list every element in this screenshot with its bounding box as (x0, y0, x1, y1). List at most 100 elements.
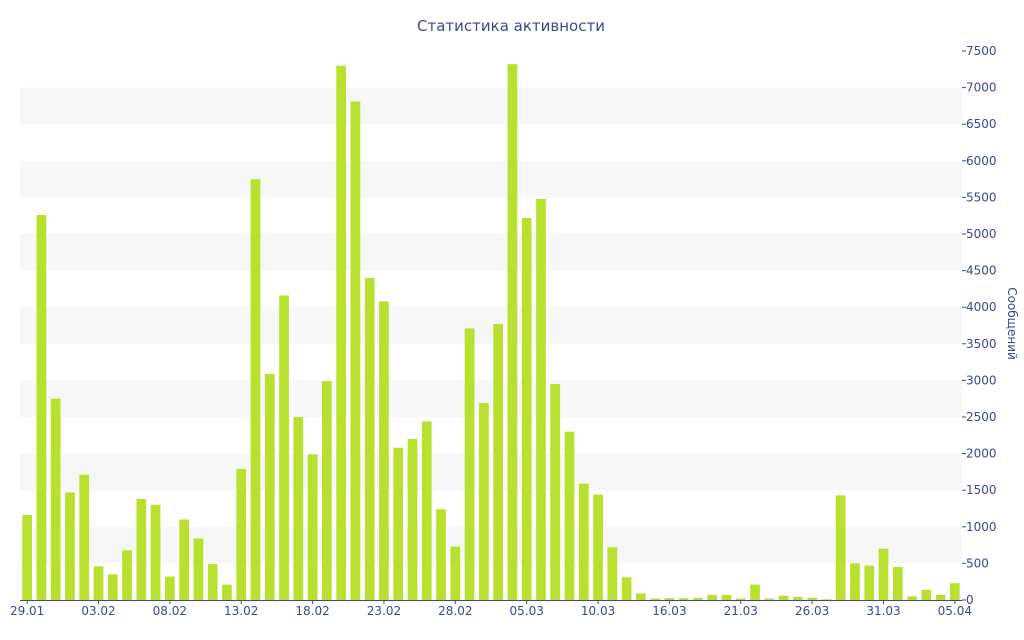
y-tick-label: 2000 (966, 447, 997, 461)
bar (36, 214, 47, 600)
bar (107, 574, 118, 600)
bar (336, 65, 346, 600)
grid-band (20, 234, 962, 271)
y-tick-label: 5500 (966, 190, 997, 204)
bar (864, 565, 875, 600)
x-tick-label: 03.02 (81, 604, 115, 618)
y-axis-ticks: 0 500 1000 1500 2000 2500 3000 3500 4000 4500 5000… (962, 44, 997, 607)
bar (179, 519, 189, 600)
grid-band (20, 453, 962, 491)
bar (65, 492, 75, 600)
bar (664, 598, 675, 600)
bar (921, 589, 932, 600)
x-tick-label: 05.03 (510, 604, 544, 618)
bar (279, 295, 289, 600)
bar (379, 301, 389, 600)
y-tick-label: 6000 (966, 154, 997, 168)
bar (550, 384, 561, 600)
bar (22, 515, 32, 600)
bar (136, 498, 147, 600)
y-tick-label: 0 (966, 593, 974, 607)
bar (707, 594, 718, 600)
bar (764, 598, 775, 600)
bar (607, 547, 618, 600)
bar (450, 546, 461, 600)
bar (950, 583, 960, 600)
y-tick-label: 500 (966, 556, 989, 570)
bar (693, 597, 703, 600)
bar (507, 64, 518, 600)
bar (793, 597, 803, 600)
bar (307, 454, 318, 600)
bar (907, 596, 917, 600)
y-tick-label: 1500 (966, 483, 997, 497)
grid-band (20, 526, 962, 564)
y-tick-label: 7500 (966, 44, 997, 58)
bar (564, 431, 575, 600)
bar (436, 509, 446, 600)
bar (778, 595, 789, 600)
x-tick-label: 31.03 (866, 604, 900, 618)
bar (593, 494, 603, 600)
bar (821, 599, 832, 600)
x-tick-label: 23.02 (367, 604, 401, 618)
grid-band (20, 380, 962, 417)
bar (165, 576, 175, 600)
bar (721, 594, 732, 600)
bar (479, 403, 489, 600)
bar (293, 417, 304, 600)
grid-bands (20, 87, 962, 564)
x-tick-label: 10.03 (581, 604, 615, 618)
bar (835, 495, 846, 600)
y-tick-label: 2500 (966, 410, 997, 424)
x-tick-label: 05.04 (938, 604, 972, 618)
y-tick-label: 4500 (966, 264, 997, 278)
bar (350, 101, 361, 601)
bar (407, 438, 418, 600)
bar (193, 538, 204, 600)
bar (222, 584, 232, 600)
chart-title: Статистика активности (417, 17, 605, 35)
bar (393, 447, 404, 600)
bar (850, 563, 860, 600)
x-tick-label: 28.02 (438, 604, 472, 618)
bar (79, 474, 90, 600)
x-tick-label: 18.02 (295, 604, 329, 618)
bar (236, 468, 247, 600)
bar (678, 598, 689, 600)
bar (807, 597, 817, 600)
bar (93, 566, 104, 600)
grid-band (20, 87, 962, 125)
y-tick-label: 7000 (966, 81, 997, 95)
y-tick-label: 6500 (966, 117, 997, 131)
bar (150, 504, 161, 600)
bars (22, 64, 960, 601)
bar (650, 598, 660, 600)
y-axis-label: Сообщений (1005, 287, 1019, 360)
y-tick-label: 3000 (966, 373, 997, 387)
x-tick-label: 13.02 (224, 604, 258, 618)
bar (122, 550, 132, 600)
bar (421, 421, 432, 600)
x-tick-label: 26.03 (795, 604, 829, 618)
x-tick-label: 29.01 (10, 604, 44, 618)
bar (322, 381, 332, 600)
bar (935, 594, 946, 600)
y-tick-label: 4000 (966, 300, 997, 314)
bar (364, 277, 375, 600)
bar (536, 198, 546, 600)
grid-band (20, 160, 962, 198)
y-tick-label: 1000 (966, 520, 997, 534)
bar (50, 398, 61, 600)
x-axis-ticks: 29.01 03.02 08.02 13.02 18.02 23.02 28.02 05.03… (10, 600, 972, 618)
y-tick-label: 5000 (966, 227, 997, 241)
grid-band (20, 307, 962, 344)
bar (878, 548, 889, 600)
bar (207, 564, 218, 600)
x-tick-label: 16.03 (652, 604, 686, 618)
bar (521, 217, 532, 600)
bar (264, 373, 275, 600)
x-tick-label: 21.03 (724, 604, 758, 618)
bar (892, 567, 903, 600)
